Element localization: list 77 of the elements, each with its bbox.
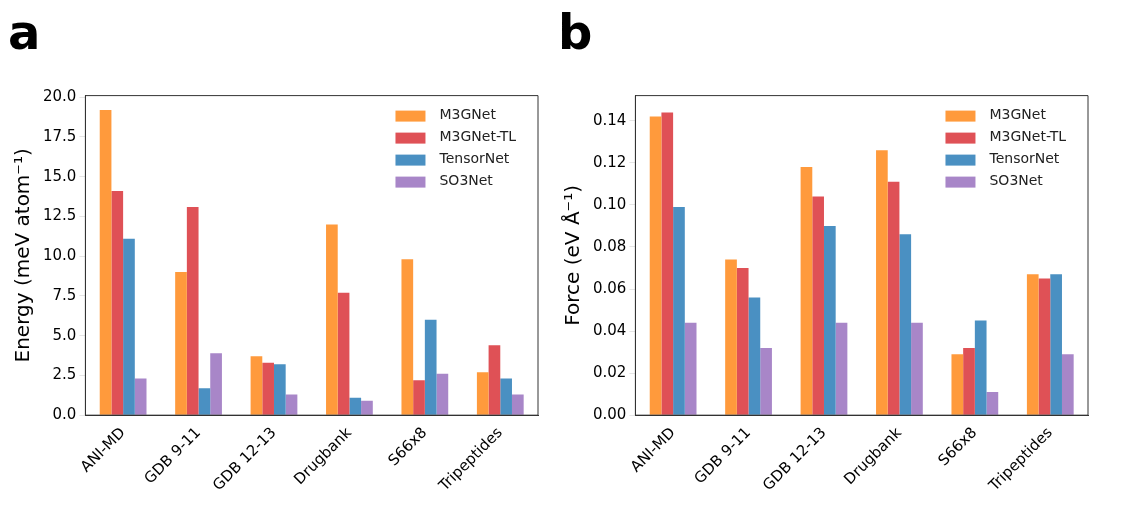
bar — [123, 238, 135, 415]
bar — [250, 356, 263, 415]
bar — [876, 150, 888, 415]
legend-label: SO3Net — [989, 172, 1044, 189]
bar — [401, 259, 414, 415]
y-tick-label: 0.0 — [52, 405, 77, 424]
y-tick-label: 0.10 — [592, 194, 627, 213]
legend-label: M3GNet — [989, 106, 1047, 123]
bar — [326, 224, 338, 415]
y-axis-title: Energy (meV atom⁻¹) — [10, 148, 35, 363]
bar — [835, 322, 848, 415]
bar — [661, 112, 674, 415]
y-tick-label: 0.02 — [592, 363, 627, 382]
bar — [134, 378, 147, 415]
bar — [99, 109, 112, 415]
y-tick-label: 12.5 — [42, 206, 77, 225]
bar — [812, 196, 824, 415]
y-tick-label: 0.04 — [592, 320, 627, 339]
bar — [186, 206, 199, 415]
bar — [500, 378, 512, 415]
bar — [273, 364, 286, 415]
bar — [986, 392, 999, 415]
bar — [1026, 274, 1039, 415]
bar — [823, 225, 836, 415]
bar — [684, 322, 697, 415]
y-tick-label: 10.0 — [42, 246, 77, 265]
y-tick-label: 15.0 — [42, 166, 77, 185]
bar — [748, 297, 761, 415]
bar — [1061, 354, 1074, 415]
bar — [210, 353, 222, 415]
bar — [424, 319, 437, 415]
chart-title: b — [558, 4, 593, 61]
y-tick-label: 2.5 — [52, 365, 77, 384]
y-tick-label: 0.06 — [592, 278, 627, 297]
bar — [262, 362, 274, 415]
bar — [800, 167, 813, 415]
legend-label: TensorNet — [438, 150, 510, 167]
bar — [887, 181, 900, 415]
bar — [649, 116, 662, 415]
bar — [198, 388, 211, 415]
bar — [899, 234, 912, 415]
bar — [951, 354, 964, 415]
bar — [963, 347, 975, 415]
bar — [760, 347, 772, 415]
bar — [361, 400, 373, 415]
bar — [111, 190, 124, 415]
legend-label: SO3Net — [439, 172, 494, 189]
bar — [436, 373, 449, 415]
legend-label: M3GNet-TL — [989, 128, 1067, 145]
legend-label: M3GNet — [439, 106, 497, 123]
y-tick-label: 17.5 — [42, 126, 77, 145]
bar — [736, 268, 749, 415]
bar — [1038, 278, 1051, 415]
bar — [349, 397, 362, 415]
bar — [413, 380, 425, 415]
bar — [285, 394, 298, 415]
y-tick-label: 7.5 — [52, 285, 77, 304]
y-axis-title: Force (eV Å⁻¹) — [560, 185, 585, 326]
bar — [1050, 274, 1062, 415]
y-tick-label: 20.0 — [42, 87, 77, 106]
y-tick-label: 0.14 — [592, 110, 627, 129]
bar — [673, 207, 685, 415]
bar — [175, 272, 187, 415]
y-tick-label: 0.00 — [592, 405, 627, 424]
bar — [488, 345, 501, 415]
chart-title: a — [8, 4, 41, 61]
bar — [337, 292, 350, 415]
y-tick-label: 0.12 — [592, 152, 627, 171]
bar — [511, 394, 524, 415]
legend-label: M3GNet-TL — [439, 128, 517, 145]
y-tick-label: 0.08 — [592, 236, 627, 255]
y-tick-label: 5.0 — [52, 325, 77, 344]
legend-label: TensorNet — [988, 150, 1060, 167]
bar — [911, 322, 923, 415]
bar — [476, 372, 489, 415]
bar — [725, 259, 737, 415]
bar — [974, 320, 987, 415]
